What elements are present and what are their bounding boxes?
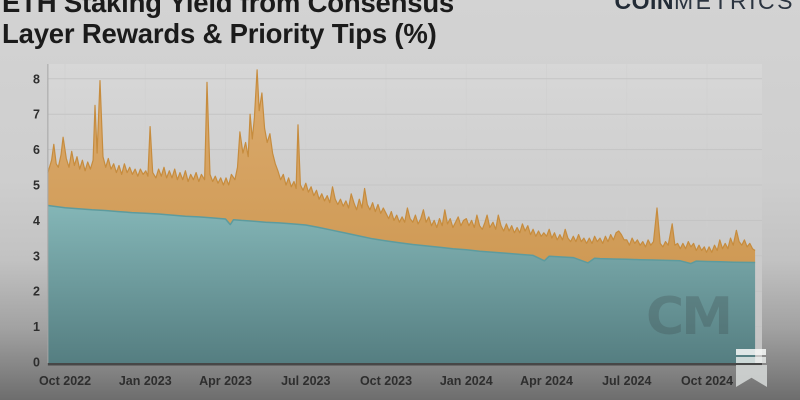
cm-watermark: CM <box>646 287 730 347</box>
priority-tips-area <box>47 69 756 264</box>
y-axis-labels: 0 1 2 3 4 5 6 7 8 <box>33 72 40 369</box>
x-tick-label: Oct 2022 <box>39 374 91 388</box>
chart-title: ETH Staking Yield from Consensus Layer R… <box>2 0 602 49</box>
y-tick-label: 8 <box>33 72 40 86</box>
y-tick-label: 3 <box>33 249 40 263</box>
y-tick-label: 7 <box>33 108 40 122</box>
consensus-rewards-area <box>47 205 756 363</box>
y-tick-label: 5 <box>33 179 40 193</box>
consensus-yield-line <box>47 204 756 265</box>
chart-title-line-2: Layer Rewards & Priority Tips (%) <box>2 18 437 49</box>
x-tick-label: Apr 2023 <box>199 374 252 388</box>
bookmark-bar-2 <box>736 357 766 363</box>
x-axis-labels: Oct 2022 Jan 2023 Apr 2023 Jul 2023 Oct 2023… <box>39 374 733 388</box>
x-tick-label: Jul 2024 <box>602 374 651 388</box>
logo-coin-text: COIN <box>614 0 674 14</box>
bookmark-bar-1 <box>736 349 766 355</box>
y-tick-label: 2 <box>33 285 40 299</box>
x-tick-label: Oct 2024 <box>681 374 733 388</box>
y-tick-label: 0 <box>33 356 40 370</box>
bookmark-lines-icon <box>736 349 767 387</box>
coinmetrics-logo: COINMETRICS <box>615 0 796 13</box>
x-tick-label: Jul 2023 <box>281 374 330 388</box>
y-tick-label: 6 <box>33 143 40 157</box>
chart-title-line-1: ETH Staking Yield from Consensus <box>2 0 455 18</box>
x-tick-label: Oct 2023 <box>360 374 412 388</box>
x-tick-label: Jan 2023 <box>119 374 172 388</box>
x-tick-label: Apr 2024 <box>520 374 573 388</box>
y-tick-label: 4 <box>33 214 40 228</box>
total-yield-line <box>47 69 756 253</box>
x-tick-label: Jan 2024 <box>440 374 493 388</box>
bookmark-banner <box>736 365 767 387</box>
x-axis-line <box>47 363 762 366</box>
logo-metrics-text: METRICS <box>674 0 795 14</box>
y-tick-label: 1 <box>33 320 40 334</box>
